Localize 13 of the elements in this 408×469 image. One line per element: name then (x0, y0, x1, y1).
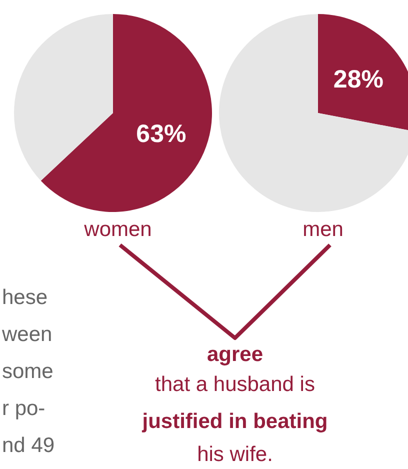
text: hese (2, 286, 48, 310)
text: ween (2, 323, 52, 347)
text: agree (206, 343, 264, 367)
text: that a husband is (155, 373, 315, 397)
text: justified in beating (142, 410, 328, 434)
text: women (83, 218, 152, 241)
data-label: 63% (136, 120, 186, 148)
text: some (2, 360, 54, 384)
text: nd 49 (2, 434, 55, 458)
text: his wife. (197, 443, 273, 467)
text: men (302, 218, 344, 241)
text: r po- (2, 397, 46, 421)
data-label: 28% (333, 66, 384, 94)
